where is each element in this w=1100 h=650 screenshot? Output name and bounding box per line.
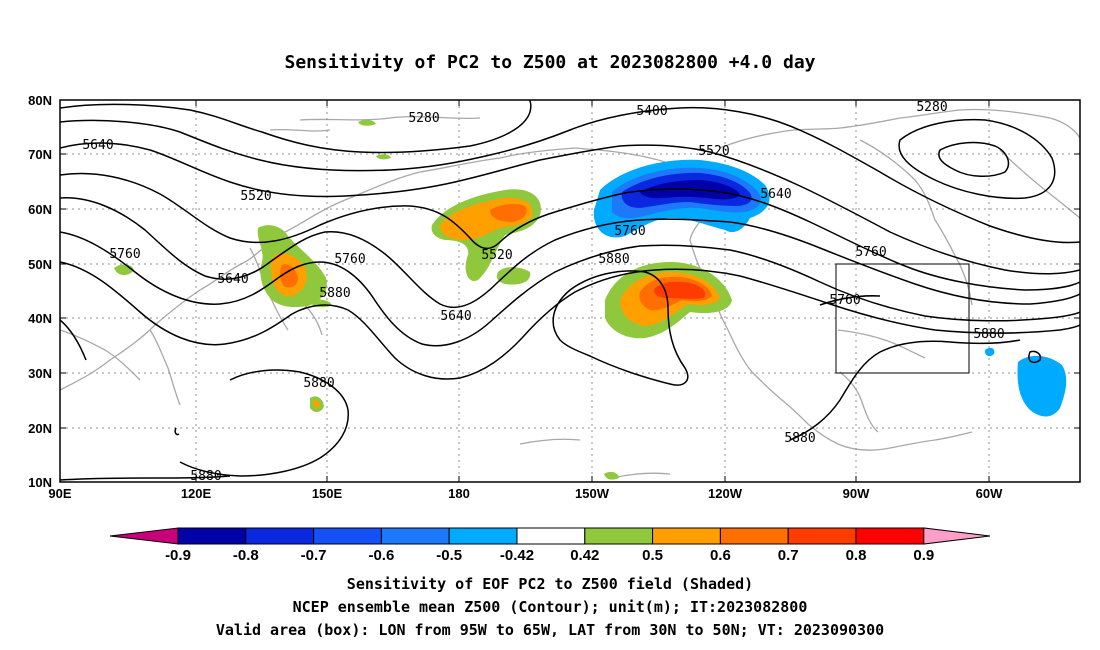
lon-label: 150E xyxy=(312,486,343,501)
contour-label: 5880 xyxy=(973,327,1004,342)
lat-label: 70N xyxy=(28,147,52,162)
contour-label: 5880 xyxy=(190,469,221,484)
colorbar-swatch xyxy=(516,527,586,545)
contour-label: 5760 xyxy=(829,293,860,308)
map-frame xyxy=(59,99,1081,483)
caption-line: Sensitivity of EOF PC2 to Z500 field (Sh… xyxy=(347,575,753,593)
contour-label: 5880 xyxy=(784,431,815,446)
lat-label: 20N xyxy=(28,421,52,436)
colorbar-swatch xyxy=(855,527,925,545)
lon-label: 60W xyxy=(976,486,1003,501)
colorbar-label: -0.9 xyxy=(165,547,191,564)
contour-label: 5520 xyxy=(698,144,729,159)
valid-area-box xyxy=(835,263,970,374)
tick-marks xyxy=(60,99,1080,482)
contour-label: 5520 xyxy=(240,189,271,204)
colorbar-swatch xyxy=(380,527,450,545)
lat-label: 40N xyxy=(28,311,52,326)
contour-label: 5760 xyxy=(334,252,365,267)
colorbar-low-extension xyxy=(109,527,179,545)
colorbar-swatch xyxy=(245,527,315,545)
lat-label: 30N xyxy=(28,366,52,381)
contour-label: 5640 xyxy=(440,309,471,324)
contour-label: 5880 xyxy=(319,286,350,301)
positive-sensitivity-region xyxy=(257,225,332,308)
lat-label: 60N xyxy=(28,202,52,217)
contour-labels: 5280 5400 5280 5640 5520 5520 5640 5760 … xyxy=(82,100,1004,484)
grid-lines xyxy=(60,100,1080,482)
contour-label: 5880 xyxy=(303,376,334,391)
positive-sensitivity-region xyxy=(605,262,732,339)
colorbar-label: -0.6 xyxy=(368,547,394,564)
colorbar-swatch xyxy=(448,527,518,545)
z500-contours xyxy=(60,100,1080,481)
longitude-labels: 90E 120E 150E 180 150W 120W 90W 60W xyxy=(48,486,1003,501)
colorbar-swatch xyxy=(787,527,857,545)
colorbar-label: 0.7 xyxy=(778,547,799,564)
contour-label: 5520 xyxy=(481,248,512,263)
caption: Sensitivity of EOF PC2 to Z500 field (Sh… xyxy=(216,575,884,639)
lon-label: 120W xyxy=(708,486,743,501)
colorbar-label: 0.9 xyxy=(913,547,934,564)
caption-line: NCEP ensemble mean Z500 (Contour); unit(… xyxy=(293,598,808,616)
contour-label: 5640 xyxy=(82,138,113,153)
negative-sensitivity-region xyxy=(984,347,1067,417)
map-title: Sensitivity of PC2 to Z500 at 2023082800… xyxy=(284,52,815,73)
contour-label: 5640 xyxy=(217,272,248,287)
lon-label: 150W xyxy=(575,486,610,501)
colorbar-swatch xyxy=(719,527,789,545)
lon-label: 120E xyxy=(181,486,212,501)
map-panel: 5280 5400 5280 5640 5520 5520 5640 5760 … xyxy=(60,100,1080,484)
colorbar xyxy=(109,527,991,545)
colorbar-label: 0.8 xyxy=(846,547,867,564)
colorbar-label: -0.42 xyxy=(500,547,534,564)
positive-sensitivity-region xyxy=(431,189,541,285)
contour-label: 5280 xyxy=(916,100,947,115)
latitude-labels: 80N 70N 60N 50N 40N 30N 20N 10N xyxy=(28,93,52,490)
lon-label: 180 xyxy=(448,486,470,501)
lat-label: 50N xyxy=(28,257,52,272)
colorbar-label: -0.7 xyxy=(301,547,327,564)
colorbar-swatch xyxy=(177,527,247,545)
colorbar-swatch xyxy=(652,527,721,545)
colorbar-swatch xyxy=(584,527,654,545)
sensitivity-shading xyxy=(114,119,1067,480)
colorbar-label: -0.5 xyxy=(436,547,462,564)
lat-label: 80N xyxy=(28,93,52,108)
contour-label: 5880 xyxy=(598,252,629,267)
colorbar-label: 0.42 xyxy=(570,547,599,564)
contour-label: 5280 xyxy=(408,111,439,126)
colorbar-labels: -0.9 -0.8 -0.7 -0.6 -0.5 -0.42 0.42 0.5 0.6 0.7 0.… xyxy=(165,547,934,564)
colorbar-label: 0.6 xyxy=(710,547,731,564)
colorbar-high-extension xyxy=(923,527,991,545)
caption-line: Valid area (box): LON from 95W to 65W, L… xyxy=(216,621,884,639)
contour-label: 5760 xyxy=(109,247,140,262)
colorbar-swatch xyxy=(313,527,382,545)
colorbar-label: 0.5 xyxy=(642,547,663,564)
lon-label: 90E xyxy=(48,486,71,501)
lon-label: 90W xyxy=(843,486,870,501)
contour-label: 5400 xyxy=(636,104,667,119)
contour-label: 5760 xyxy=(614,224,645,239)
lat-label: 10N xyxy=(28,475,52,490)
colorbar-label: -0.8 xyxy=(233,547,259,564)
contour-label: 5760 xyxy=(855,245,886,260)
contour-label: 5640 xyxy=(760,187,791,202)
